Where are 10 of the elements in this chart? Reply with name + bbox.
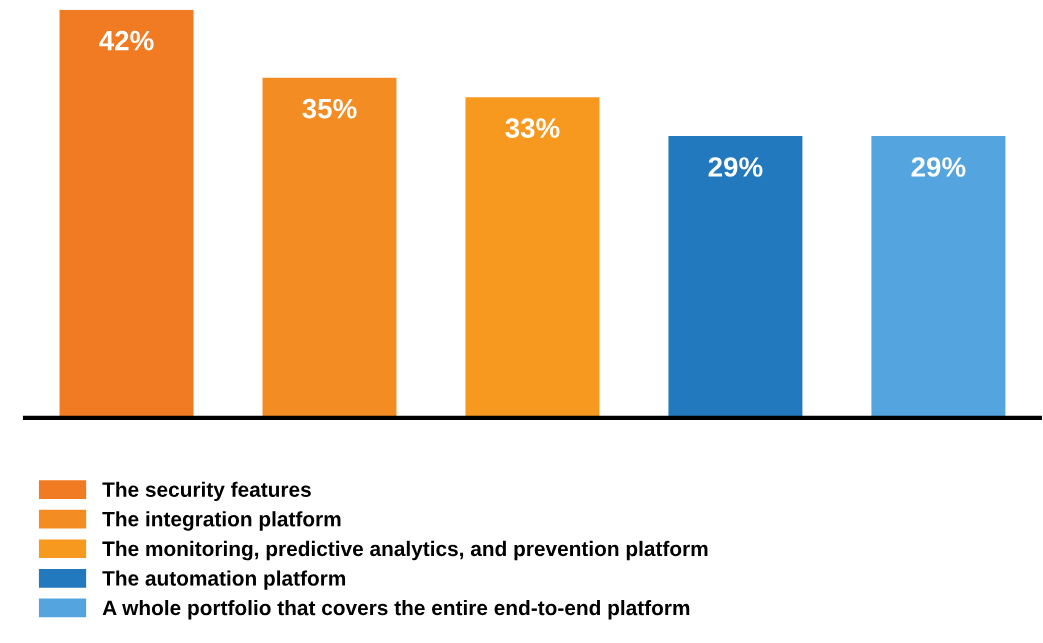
data-label: 35% — [302, 98, 357, 119]
legend-label: The monitoring, predictive analytics, and prevention platform — [102, 540, 708, 561]
legend-label: The automation platform — [102, 570, 346, 590]
data-label: 29% — [708, 157, 763, 177]
data-label: 29% — [911, 157, 966, 177]
legend-label: The integration platform — [102, 511, 341, 531]
legend-label: The security features — [102, 481, 311, 502]
data-label: 33% — [505, 118, 560, 138]
legend-label: A whole portfolio that covers the entire end-to-end platform — [102, 599, 690, 620]
data-label: 42% — [99, 30, 154, 51]
